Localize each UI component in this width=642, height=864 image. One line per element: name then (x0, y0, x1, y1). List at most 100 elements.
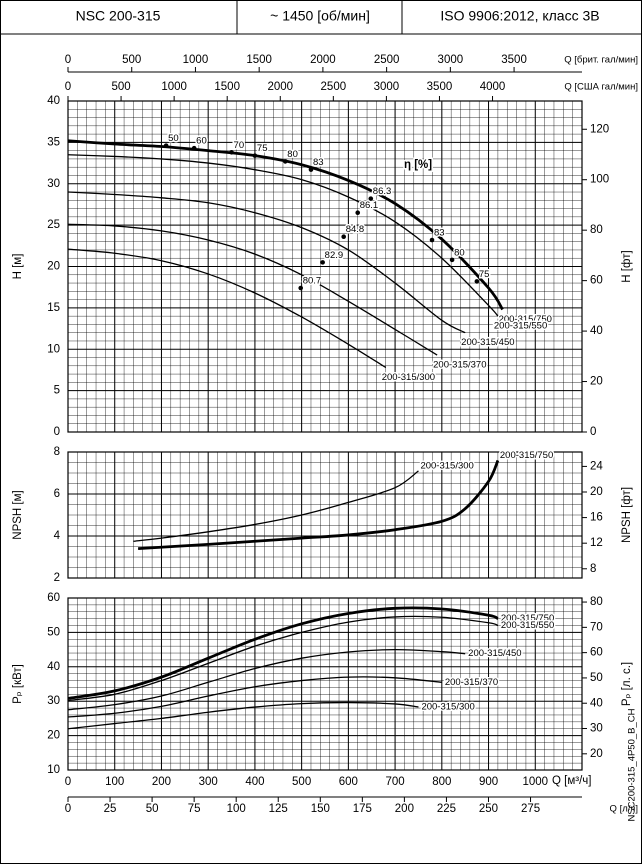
y-tick-label: 20 (47, 261, 60, 273)
x-tick-label: 275 (521, 803, 540, 815)
efficiency-value: 75 (257, 143, 268, 154)
legend-label: 200-315/550 (501, 620, 554, 631)
series-line (67, 154, 499, 317)
x-axis-title: Q [л/ч] (610, 804, 638, 815)
y-axis-title: Pₚ [кВт] (12, 664, 24, 704)
efficiency-value: 83 (434, 228, 445, 239)
efficiency-value: 60 (196, 136, 207, 147)
y-tick-label: 0 (54, 426, 60, 438)
legend-label: 200-315/370 (445, 677, 498, 688)
y-tick-label: 25 (47, 219, 60, 231)
efficiency-point (429, 237, 435, 243)
legend-label: 200-315/550 (494, 321, 547, 332)
efficiency-point (163, 143, 169, 148)
y2-tick-label: 80 (590, 596, 603, 608)
efficiency-value: 83 (313, 157, 324, 168)
legend-label: 200-315/750 (501, 613, 554, 624)
y2-tick-label: 8 (590, 563, 596, 575)
x-tick-label: 200 (395, 803, 414, 815)
y-tick-label: 2 (54, 572, 60, 584)
x-tick-label: 225 (437, 803, 456, 815)
x-tick-label: 3000 (374, 81, 400, 93)
series-line (67, 648, 466, 711)
x-tick-label: 300 (199, 776, 218, 788)
y2-axis-title: NPSH [фт] (621, 487, 633, 543)
y2-tick-label: 60 (590, 275, 603, 287)
x-tick-label: 2500 (374, 54, 400, 66)
series-line (67, 191, 466, 334)
series-line (133, 470, 419, 542)
x-tick-label: 1500 (246, 54, 272, 66)
efficiency-value: 70 (234, 140, 245, 151)
plot-frame (67, 597, 583, 771)
x-tick-label: 0 (65, 54, 71, 66)
legend-label: 200-315/750 (499, 314, 552, 325)
efficiency-point (474, 279, 480, 284)
x-tick-label: 400 (245, 776, 264, 788)
x-tick-label: 150 (311, 803, 330, 815)
efficiency-point (229, 150, 234, 155)
series-line (67, 615, 499, 702)
x-tick-label: 700 (385, 776, 404, 788)
y-tick-label: 35 (47, 136, 60, 148)
y2-tick-label: 40 (590, 697, 603, 709)
x-tick-label: 100 (105, 776, 124, 788)
x-tick-label: 500 (122, 54, 141, 66)
x-axis-title: Q [США гал/мин] (564, 82, 638, 93)
y-tick-label: 30 (47, 695, 60, 707)
efficiency-point (320, 260, 325, 265)
y2-tick-label: 20 (590, 748, 603, 760)
y-tick-label: 50 (47, 626, 60, 638)
series-line (67, 676, 442, 718)
x-tick-label: 125 (269, 803, 288, 815)
efficiency-point (308, 167, 314, 172)
series-line (67, 223, 438, 356)
y-tick-label: 60 (47, 592, 60, 604)
series-line (67, 606, 499, 700)
y2-axis-title: Pₚ [л. с.] (621, 662, 633, 706)
y-tick-label: 30 (47, 178, 60, 190)
x-tick-label: 200 (152, 776, 171, 788)
y2-tick-label: 80 (590, 224, 603, 236)
efficiency-value: 75 (479, 269, 490, 280)
header-speed: ~ 1450 [об/мин] (270, 8, 370, 24)
efficiency-value: 80 (454, 247, 465, 258)
x-axis-title: Q [м³/ч] (552, 775, 591, 787)
x-tick-label: 4000 (480, 81, 506, 93)
y2-tick-label: 70 (590, 621, 603, 633)
x-tick-label: 500 (111, 81, 130, 93)
legend-label: 200-315/370 (433, 360, 486, 371)
y-tick-label: 40 (47, 95, 60, 107)
x-tick-label: 1000 (183, 54, 209, 66)
efficiency-value: 80 (287, 149, 298, 160)
x-tick-label: 0 (65, 803, 71, 815)
series-line (67, 139, 504, 311)
x-tick-label: 2000 (310, 54, 336, 66)
series-line (138, 459, 500, 550)
y2-tick-label: 24 (590, 460, 603, 472)
x-tick-label: 1000 (522, 776, 548, 788)
x-tick-label: 1500 (214, 81, 240, 93)
x-tick-label: 600 (339, 776, 358, 788)
efficiency-value: 84.8 (346, 224, 365, 235)
x-tick-label: 0 (65, 81, 71, 93)
x-tick-label: 900 (479, 776, 498, 788)
y-tick-label: 6 (54, 488, 60, 500)
y-axis-title: H [м] (12, 254, 24, 280)
x-tick-label: 800 (432, 776, 451, 788)
efficiency-value: 86.1 (360, 200, 379, 211)
efficiency-point (355, 210, 361, 216)
legend-label: 200-315/450 (468, 648, 521, 659)
y2-tick-label: 40 (590, 325, 603, 337)
y2-tick-label: 0 (590, 426, 596, 438)
plot-frame (67, 451, 583, 579)
x-tick-label: 1000 (161, 81, 187, 93)
y2-tick-label: 60 (590, 647, 603, 659)
efficiency-point (368, 196, 374, 201)
efficiency-point (282, 159, 288, 164)
x-tick-label: 2500 (321, 81, 347, 93)
legend-label: 200-315/450 (461, 337, 514, 348)
efficiency-point (298, 285, 304, 291)
y-tick-label: 20 (47, 730, 60, 742)
